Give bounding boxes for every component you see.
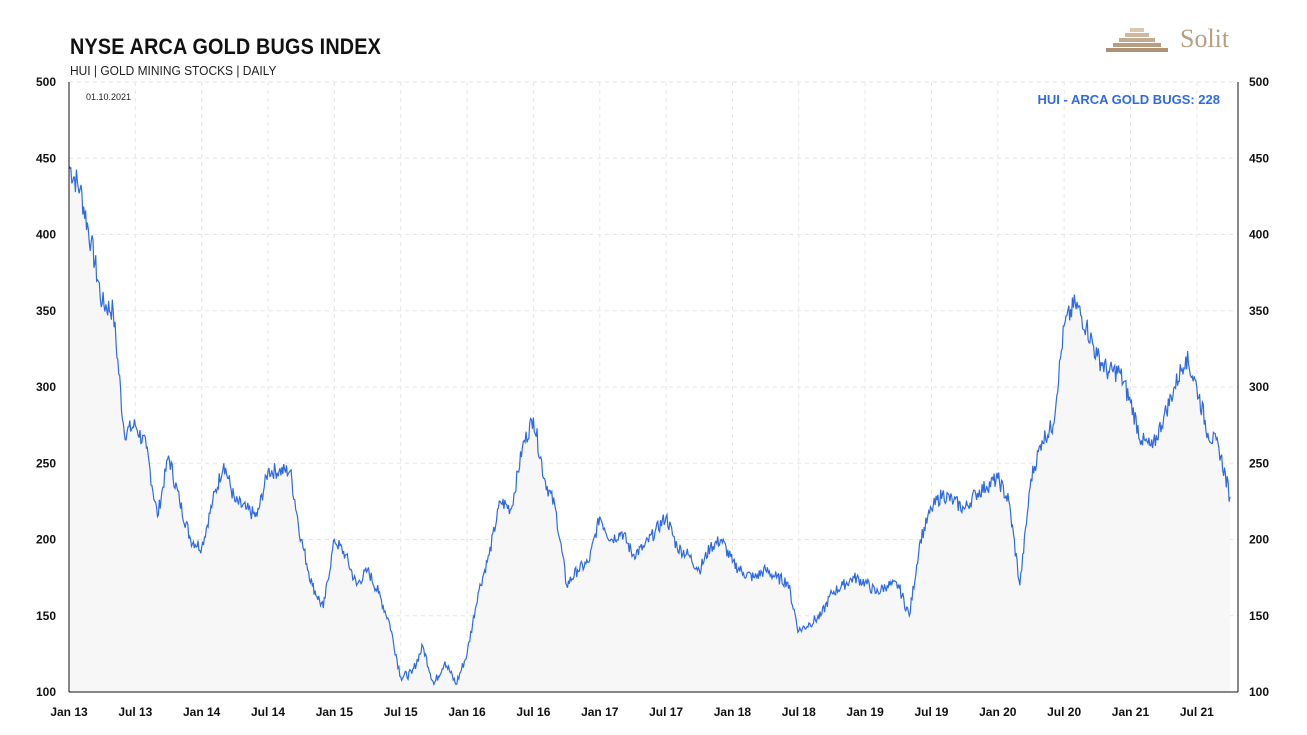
x-tick-label: Jan 19 [846,705,884,719]
y-tick-label-right: 400 [1249,228,1269,242]
y-tick-label-right: 250 [1249,456,1269,470]
x-tick-label: Jul 19 [914,705,948,719]
date-label: 01.10.2021 [86,92,131,102]
x-tick-label: Jul 13 [118,705,152,719]
chart-title: NYSE ARCA GOLD BUGS INDEX [70,34,382,59]
brand-name: Solit [1180,24,1230,53]
y-tick-label-right: 350 [1249,304,1269,318]
left-y-tick-labels: 100 150 200 250 300 350 400 450 500 [36,75,56,699]
chart-subtitle: HUI | GOLD MINING STOCKS | DAILY [70,63,277,78]
y-tick-label-left: 450 [36,151,56,165]
y-tick-label-left: 150 [36,609,56,623]
x-tick-label: Jul 14 [251,705,285,719]
x-tick-label: Jan 13 [50,705,88,719]
y-tick-label-left: 200 [36,533,56,547]
x-tick-label: Jul 17 [649,705,683,719]
x-tick-label: Jan 16 [448,705,486,719]
series-line [68,165,1231,687]
x-tick-label: Jan 17 [581,705,619,719]
pyramid-logo-shape [1106,28,1168,52]
y-tick-label-right: 150 [1249,609,1269,623]
x-tick-label: Jul 15 [384,705,418,719]
y-tick-label-left: 500 [36,75,56,89]
right-y-tick-labels: 100 150 200 250 300 350 400 450 500 [1249,75,1269,699]
x-tick-label: Jan 14 [183,705,221,719]
y-tick-label-right: 200 [1249,533,1269,547]
y-tick-label-left: 350 [36,304,56,318]
y-tick-label-left: 100 [36,685,56,699]
pyramid-logo-icon [1106,28,1168,52]
y-tick-label-left: 400 [36,228,56,242]
x-tick-label: Jul 18 [782,705,816,719]
x-tick-label: Jan 18 [714,705,752,719]
y-tick-label-left: 250 [36,456,56,470]
x-tick-labels: Jan 13 Jul 13 Jan 14 Jul 14 Jan 15 Jul 15 Jan … [50,705,1214,719]
x-tick-label: Jan 15 [316,705,354,719]
x-tick-label: Jul 16 [516,705,550,719]
y-tick-label-right: 500 [1249,75,1269,89]
series-area-fill [69,165,1230,692]
x-tick-label: Jan 20 [979,705,1017,719]
x-tick-label: Jul 20 [1047,705,1081,719]
x-tick-label: Jan 21 [1112,705,1150,719]
y-tick-label-left: 300 [36,380,56,394]
x-tick-label: Jul 21 [1180,705,1214,719]
y-tick-label-right: 300 [1249,380,1269,394]
y-tick-label-right: 100 [1249,685,1269,699]
legend-series-label: HUI - ARCA GOLD BUGS: 228 [1038,92,1221,107]
y-tick-label-right: 450 [1249,151,1269,165]
